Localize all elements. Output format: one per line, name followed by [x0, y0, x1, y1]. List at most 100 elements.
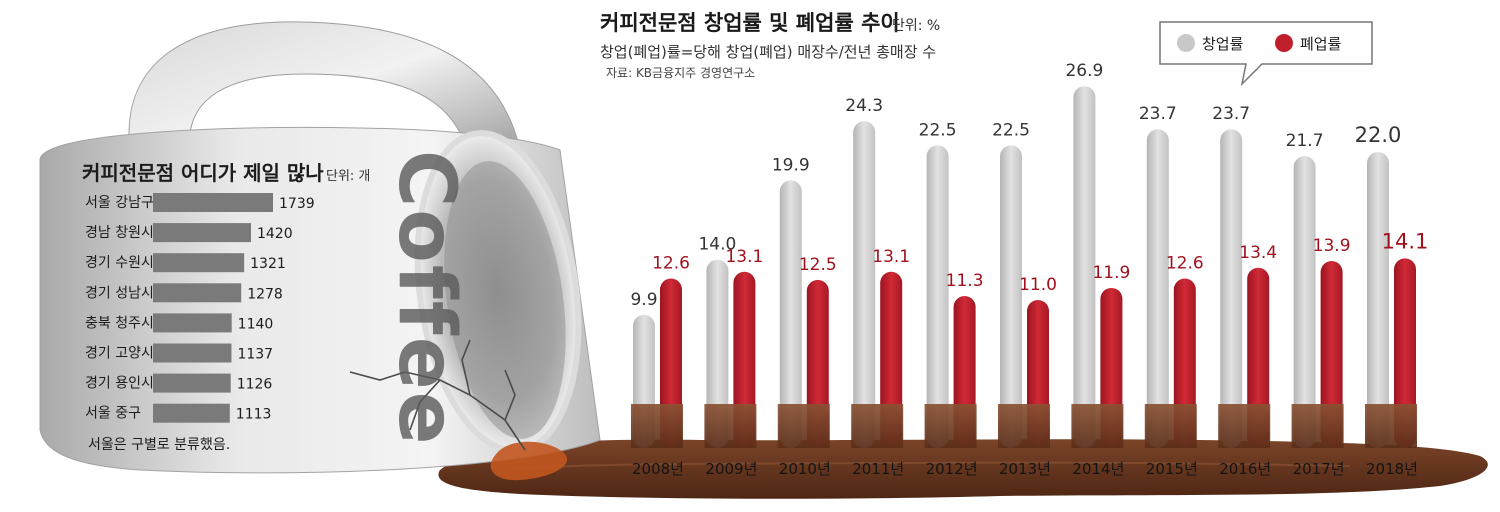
mug-crack: [349, 339, 526, 451]
mug-chart-note: 서울은 구별로 분류했음.: [88, 437, 230, 453]
bar-closure: [733, 271, 756, 448]
label-founding: 22.0: [1355, 123, 1402, 147]
mug-bar: [153, 343, 232, 363]
bar-founding: [779, 180, 802, 448]
chart-title: 커피전문점 창업률 및 폐업률 추이: [600, 11, 900, 35]
label-closure: 11.0: [1019, 275, 1057, 295]
bar-founding: [926, 145, 949, 448]
coffee-stain: [1365, 404, 1417, 448]
mug-handle: [128, 21, 521, 161]
legend-bubble: [1159, 21, 1373, 87]
label-founding: 23.7: [1139, 104, 1177, 124]
bars: 9.912.614.013.119.912.524.313.122.511.32…: [630, 61, 1429, 449]
label-founding: 22.5: [919, 120, 957, 140]
mug-chart-unit: 단위: 개: [326, 169, 370, 184]
mug-row-label: 경기 용인시: [85, 376, 154, 392]
coffee-puddle: [438, 439, 1488, 499]
legend-label-founding: 창업률: [1202, 35, 1244, 53]
coffee-stain: [1144, 404, 1197, 448]
category-labels: 2008년 2009년 2010년 2011년 2012년 2013년 2014년 2015년…: [632, 460, 1418, 478]
coffee-stain: [924, 404, 977, 448]
label-founding: 26.9: [1065, 61, 1103, 81]
coffee-stain: [1218, 404, 1271, 448]
mug-bar: [153, 253, 245, 273]
mug-bar: [153, 193, 273, 212]
legend-swatch-closure: [1275, 34, 1293, 52]
coffee-spill: [490, 441, 568, 481]
bar-closure: [1394, 258, 1416, 448]
category-label: 2008년: [632, 460, 684, 478]
chart-subtitle: 창업(폐업)률=당해 창업(폐업) 매장수/전년 총매장 수: [600, 43, 936, 61]
label-founding: 22.5: [992, 120, 1030, 140]
coffee-stain: [777, 404, 830, 448]
legend: 창업률 폐업률: [1159, 21, 1373, 87]
category-label: 2017년: [1293, 460, 1345, 478]
label-founding: 9.9: [630, 290, 657, 310]
bar-closure: [1320, 261, 1343, 448]
coffee-stain: [851, 404, 904, 448]
label-closure: 12.5: [799, 255, 837, 275]
bar-founding: [853, 121, 876, 448]
mug-chart-title: 커피전문점 어디가 제일 많나: [82, 161, 324, 185]
category-label: 2009년: [705, 460, 757, 478]
label-founding: 19.9: [772, 155, 810, 175]
label-closure: 11.3: [946, 271, 984, 291]
label-closure: 12.6: [652, 254, 690, 274]
mug-coffee-text: Coffee: [381, 150, 471, 447]
label-founding: 14.0: [698, 235, 736, 255]
bar-founding: [1073, 86, 1096, 448]
label-closure: 14.1: [1382, 229, 1429, 253]
mug-bar-value: 1739: [279, 196, 315, 212]
bar-founding: [706, 259, 729, 448]
coffee-stain: [998, 404, 1050, 448]
label-closure: 11.9: [1092, 263, 1130, 283]
bar-founding: [1220, 129, 1243, 449]
coffee-stain: [631, 404, 683, 448]
mug-row-label: 경기 고양시: [85, 346, 154, 362]
category-label: 2011년: [852, 460, 904, 478]
legend-swatch-founding: [1177, 34, 1195, 52]
label-closure: 13.4: [1239, 243, 1277, 263]
mug-bar-value: 1140: [238, 316, 274, 332]
mug-bar: [153, 283, 242, 303]
category-label: 2010년: [779, 460, 831, 478]
mug-row-label: 충북 청주시: [85, 315, 154, 331]
chart-unit: 단위: %: [892, 18, 940, 34]
mug-row-label: 경남 창원시: [85, 225, 154, 241]
label-founding: 24.3: [845, 96, 883, 116]
bar-founding: [1000, 145, 1022, 448]
label-closure: 13.1: [725, 247, 763, 267]
coffee-stain: [1291, 404, 1344, 448]
bar-founding: [1293, 156, 1316, 448]
mug-row-label: 경기 성남시: [85, 285, 154, 301]
mug-bar-value: 1321: [250, 256, 286, 272]
mug-bar-value: 1420: [257, 226, 293, 242]
bar-closure: [1247, 267, 1270, 448]
mug-bar: [153, 313, 232, 333]
category-label: 2012년: [926, 460, 978, 478]
category-label: 2014년: [1072, 460, 1124, 478]
chart-source: 자료: KB금융지주 경영연구소: [606, 66, 755, 80]
coffee-stain: [1071, 404, 1124, 448]
mug-bar-value: 1278: [247, 286, 283, 302]
label-founding: 23.7: [1212, 104, 1250, 124]
label-founding: 21.7: [1286, 131, 1324, 151]
mug-chart-rows: 서울 강남구 1739 경남 창원시 1420 경기 수원시 1321 경기 성남시 1278…: [85, 193, 315, 423]
label-closure: 13.9: [1313, 236, 1351, 256]
mug-bar-value: 1137: [237, 347, 273, 363]
mug-row-label: 서울 중구: [85, 406, 141, 422]
label-closure: 13.1: [872, 247, 910, 267]
mug-bar: [153, 403, 230, 423]
bar-closure: [880, 271, 903, 448]
mug-row-label: 경기 수원시: [85, 255, 154, 271]
category-label: 2015년: [1146, 460, 1198, 478]
mug-row-label: 서울 강남구: [85, 195, 154, 211]
mug-bar: [153, 223, 251, 243]
bar-founding: [1146, 129, 1169, 449]
mug-bar-value: 1126: [237, 377, 273, 393]
mug-bar: [153, 373, 231, 393]
bar-founding: [1367, 152, 1389, 448]
